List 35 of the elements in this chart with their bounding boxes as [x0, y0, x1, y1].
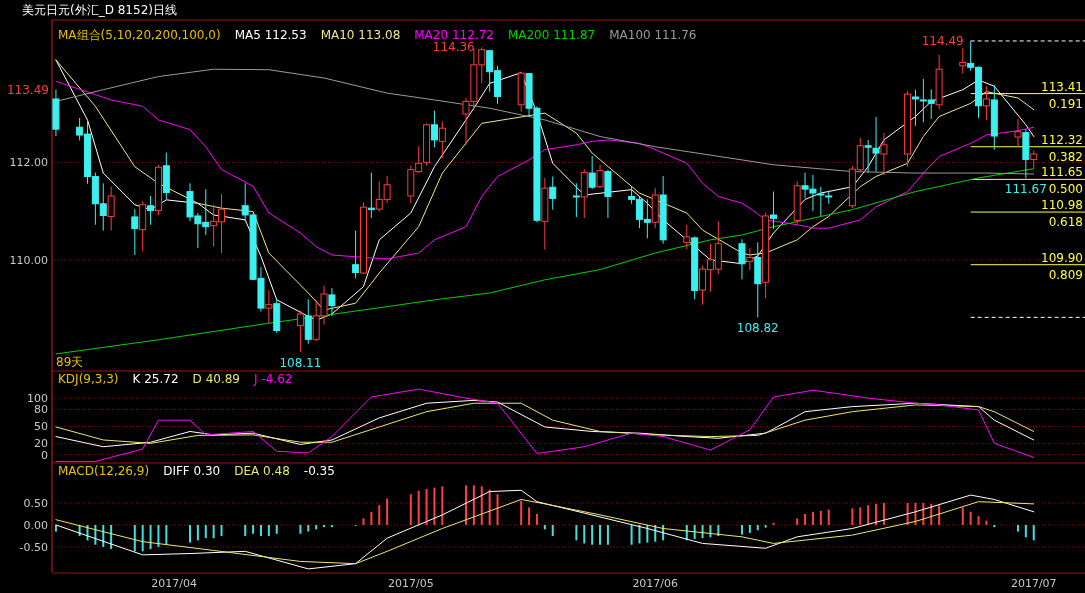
x-tick-label: 2017/05 [387, 577, 434, 590]
legend: MA组合(5,10,20,200,100,0) MA5 112.53 MA10 113.08 MA20 112.72 MA200 111.87 MA100 111.76 [58, 28, 697, 42]
annotation: 0.618 [1048, 215, 1083, 230]
annotation: 0.191 [1048, 96, 1083, 111]
y-tick-label: 100 [27, 392, 48, 406]
y-tick-label: 0.00 [23, 518, 48, 532]
y-tick-label: 112.00 [9, 156, 48, 170]
annotation: 114.49 [921, 33, 964, 48]
ref-line-label: 112.32 [1041, 132, 1083, 147]
y-tick-label: 50 [34, 420, 48, 434]
ref-line-label: 113.41 [1041, 79, 1083, 94]
annotation: 89天 [56, 355, 84, 369]
annotation: 108.82 [736, 321, 779, 336]
y-tick-label: 0 [41, 448, 48, 462]
annotation: 113.49 [6, 82, 49, 97]
ref-line-label: 111.65 [1041, 165, 1083, 180]
y-tick-label: 20 [34, 437, 48, 451]
legend: MACD(12,26,9) DIFF 0.30 DEA 0.48 -0.35 [58, 464, 335, 478]
annotation: 0.500 [1048, 182, 1083, 197]
annotation: 108.11 [279, 355, 322, 370]
legend: KDJ(9,3,3) K 25.72 D 40.89 J -4.62 [58, 372, 293, 386]
x-tick-label: 2017/06 [632, 577, 679, 590]
ref-line-label: 110.98 [1041, 198, 1083, 213]
annotation: 0.809 [1048, 267, 1083, 282]
y-tick-label: -0.50 [19, 540, 48, 554]
ref-line-label: 109.90 [1041, 250, 1083, 265]
annotation: 111.67 [1004, 182, 1047, 197]
y-tick-label: 110.00 [9, 253, 48, 267]
y-tick-label: 0.50 [23, 497, 48, 510]
annotation: 114.36 [432, 40, 475, 55]
chart-title: 美元日元(外汇_D 8152)日线 [22, 3, 177, 17]
x-tick-label: 2017/07 [1010, 577, 1057, 590]
annotation: 0.382 [1048, 149, 1083, 164]
x-tick-label: 2017/04 [151, 577, 198, 590]
y-tick-label: 80 [34, 403, 48, 417]
